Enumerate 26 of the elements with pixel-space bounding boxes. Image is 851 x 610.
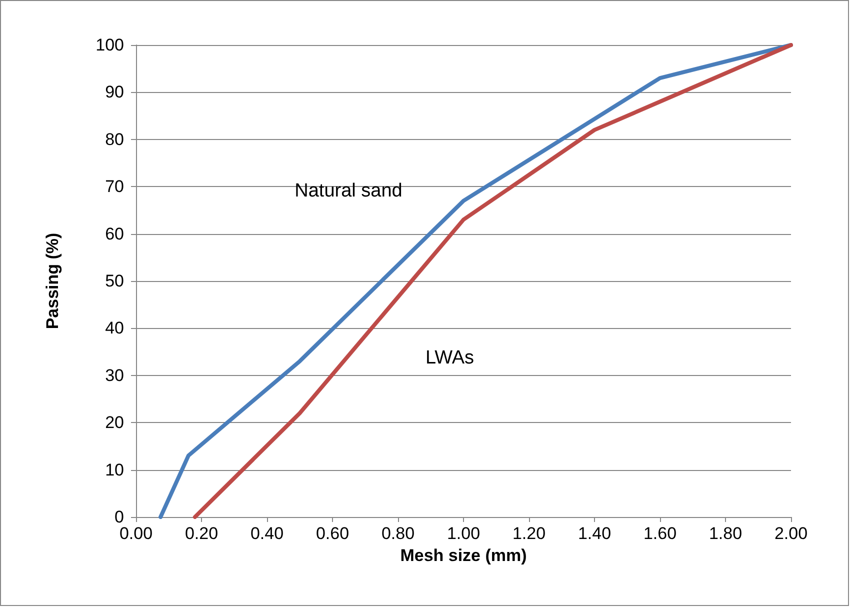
- y-tick-label: 10: [105, 460, 124, 480]
- x-axis-title: Mesh size (mm): [400, 546, 527, 565]
- y-tick-label: 60: [105, 224, 124, 244]
- y-tick-label: 90: [105, 82, 124, 102]
- x-tick-label: 0.40: [250, 524, 284, 543]
- y-axis-title: Passing (%): [43, 232, 62, 330]
- y-tick-label: 40: [105, 318, 124, 338]
- x-tick-label: 1.00: [446, 524, 480, 543]
- x-tick-label: 1.40: [578, 524, 612, 543]
- y-tick-label: 100: [96, 36, 124, 54]
- x-tick-label: 1.60: [643, 524, 677, 543]
- y-tick-label: 0: [114, 508, 124, 526]
- text: LWAs: [425, 348, 474, 369]
- y-tick-label: 80: [105, 130, 124, 149]
- x-tick-label: 2.00: [774, 524, 808, 543]
- y-tick-label: 70: [105, 177, 124, 196]
- y-tick-label: 50: [105, 272, 124, 290]
- x-tick-label: 0.60: [316, 524, 350, 543]
- x-tick-label: 0.00: [119, 524, 153, 543]
- y-tick-label: 30: [105, 366, 124, 385]
- x-tick-label: 0.80: [381, 524, 415, 543]
- text: Natural sand: [294, 180, 402, 202]
- x-tick-label: 0.20: [184, 524, 218, 543]
- y-tick-label: 20: [105, 413, 124, 432]
- x-tick-label: 1.80: [708, 524, 742, 543]
- x-tick-label: 1.20: [512, 524, 546, 543]
